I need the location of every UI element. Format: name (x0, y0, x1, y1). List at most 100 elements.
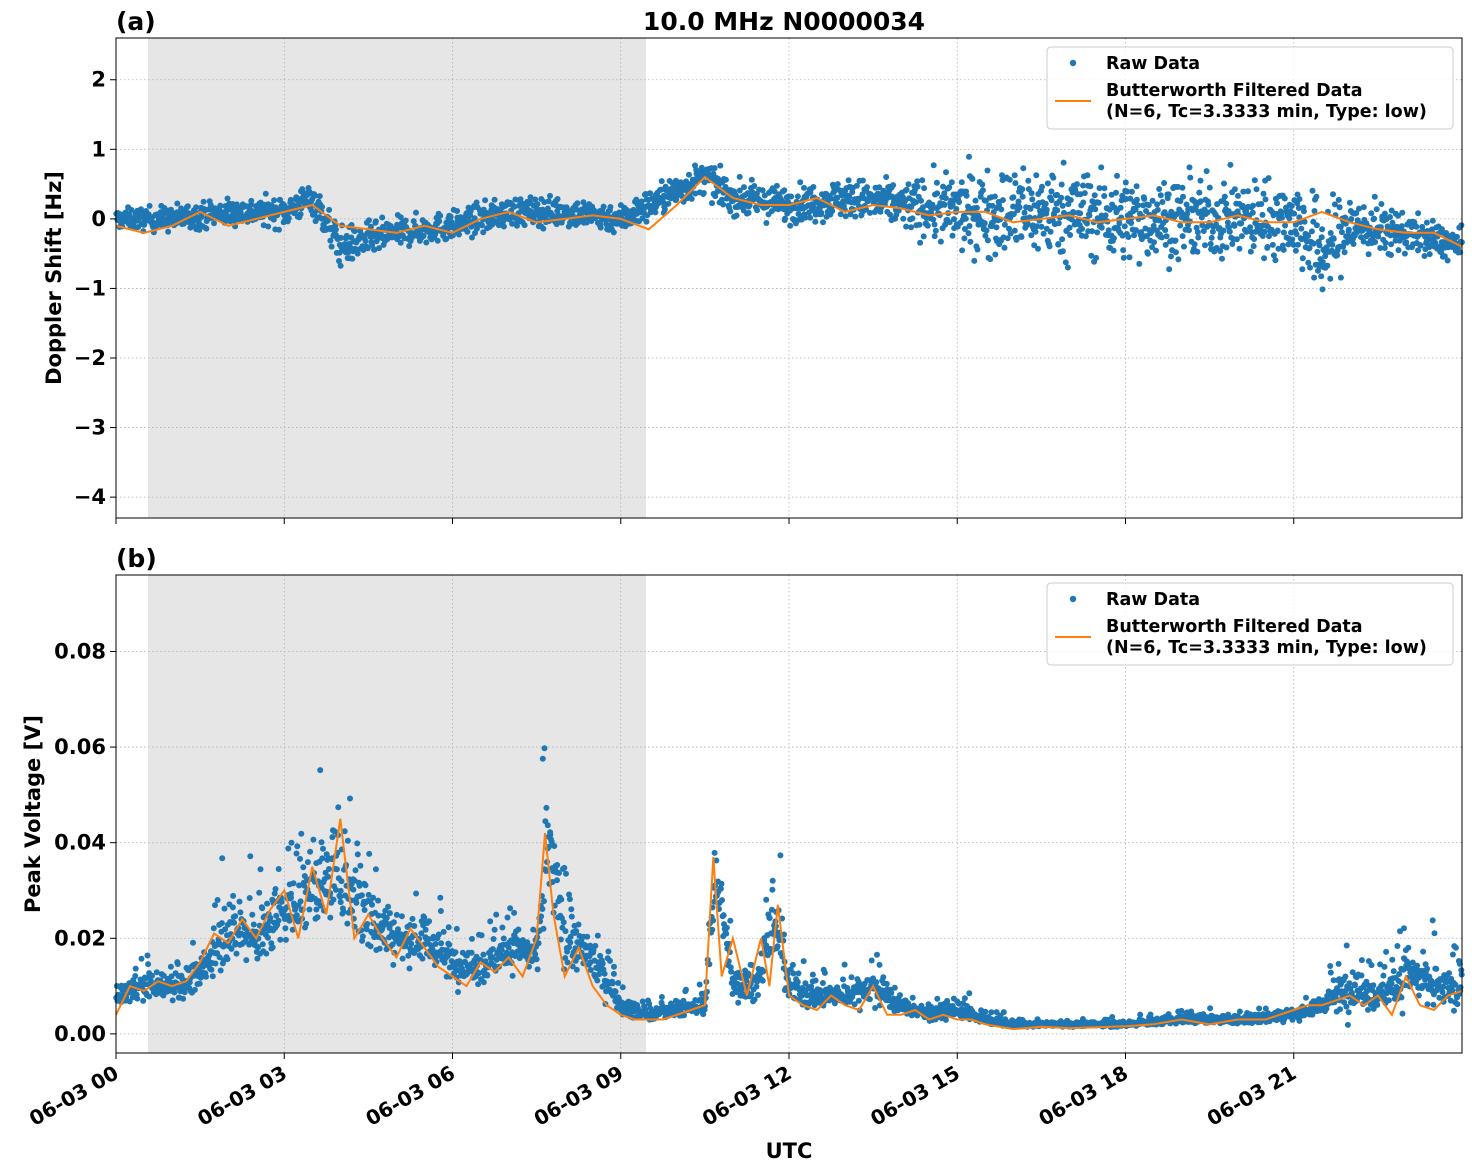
raw-data-point (961, 226, 968, 232)
raw-data-point (297, 855, 303, 862)
raw-data-point (1025, 177, 1032, 184)
raw-data-point (575, 921, 582, 928)
raw-data-point (554, 877, 560, 884)
raw-data-point (1135, 202, 1142, 209)
raw-data-point (237, 209, 244, 216)
raw-data-point (1350, 241, 1357, 247)
raw-data-point (971, 257, 978, 264)
raw-data-point (1004, 235, 1011, 242)
raw-data-point (992, 251, 999, 258)
raw-data-point (364, 921, 371, 927)
raw-data-point (1205, 201, 1212, 208)
raw-data-point (1172, 249, 1179, 256)
raw-data-point (1059, 248, 1066, 255)
raw-data-point (532, 196, 539, 203)
raw-data-point (1358, 234, 1364, 241)
raw-data-point (1281, 195, 1288, 202)
raw-data-point (1121, 223, 1128, 230)
raw-data-point (289, 926, 296, 933)
raw-data-point (281, 916, 288, 922)
raw-data-point (643, 218, 650, 225)
raw-data-point (610, 229, 617, 236)
raw-data-point (1015, 198, 1022, 205)
raw-data-point (443, 235, 450, 242)
raw-data-point (1006, 176, 1013, 183)
raw-data-point (1299, 255, 1306, 262)
raw-data-point (165, 228, 172, 235)
raw-data-point (1262, 196, 1269, 203)
raw-data-point (262, 190, 269, 197)
raw-data-point (819, 980, 826, 986)
raw-data-point (990, 219, 996, 226)
raw-data-point (1378, 201, 1385, 207)
raw-data-point (1316, 242, 1323, 249)
raw-data-point (1033, 172, 1040, 179)
raw-data-point (851, 1001, 858, 1008)
raw-data-point (1179, 233, 1186, 240)
raw-data-point (1048, 188, 1055, 195)
raw-data-point (247, 853, 254, 860)
raw-data-point (1309, 1011, 1316, 1018)
raw-data-point (233, 201, 240, 208)
raw-data-point (1127, 195, 1134, 202)
raw-data-point (1145, 202, 1152, 209)
raw-data-point (395, 926, 401, 933)
raw-data-point (661, 206, 668, 213)
raw-data-point (1286, 215, 1293, 222)
raw-data-point (1179, 184, 1186, 191)
raw-data-point (1341, 249, 1348, 256)
raw-data-point (336, 258, 342, 264)
raw-data-point (966, 990, 973, 997)
raw-data-point (984, 237, 991, 244)
raw-data-point (974, 246, 981, 253)
raw-data-point (153, 969, 160, 976)
raw-data-point (521, 222, 528, 229)
y-tick-label: −3 (74, 416, 106, 440)
raw-data-point (275, 866, 282, 872)
raw-data-point (370, 894, 377, 901)
raw-data-point (160, 972, 167, 979)
raw-data-point (478, 932, 485, 939)
raw-data-point (1096, 185, 1103, 192)
raw-data-point (720, 912, 727, 919)
raw-data-point (562, 955, 569, 961)
raw-data-point (277, 936, 284, 943)
raw-data-point (972, 197, 979, 204)
raw-data-point (468, 949, 475, 956)
raw-data-point (1138, 229, 1145, 236)
raw-data-point (1296, 1017, 1303, 1024)
raw-data-point (303, 920, 310, 927)
raw-data-point (435, 931, 442, 938)
raw-data-point (1044, 180, 1051, 187)
panel-a-label: (a) (116, 7, 156, 36)
raw-data-point (965, 230, 972, 237)
raw-data-point (298, 830, 305, 837)
raw-data-point (1266, 233, 1272, 240)
raw-data-point (329, 834, 336, 841)
raw-data-point (539, 906, 546, 912)
raw-data-point (820, 219, 826, 226)
raw-data-point (432, 229, 439, 236)
raw-data-point (718, 196, 725, 203)
raw-data-point (1330, 235, 1337, 242)
raw-data-point (949, 232, 956, 239)
raw-data-point (1193, 224, 1200, 231)
raw-data-point (278, 898, 285, 905)
y-tick-label: 0 (91, 207, 106, 231)
raw-data-point (500, 223, 507, 230)
raw-data-point (1079, 225, 1085, 232)
panel-a-y-axis-label: Doppler Shift [Hz] (42, 171, 66, 385)
raw-data-point (359, 933, 366, 940)
raw-data-point (1335, 196, 1342, 203)
raw-data-point (489, 946, 496, 953)
raw-data-point (639, 215, 646, 222)
raw-data-point (1117, 204, 1124, 211)
raw-data-point (561, 864, 568, 871)
raw-data-point (1429, 217, 1436, 224)
raw-data-point (511, 203, 518, 210)
raw-data-point (963, 192, 970, 199)
raw-data-point (1016, 204, 1023, 211)
raw-data-point (422, 926, 429, 933)
raw-data-point (711, 165, 718, 172)
